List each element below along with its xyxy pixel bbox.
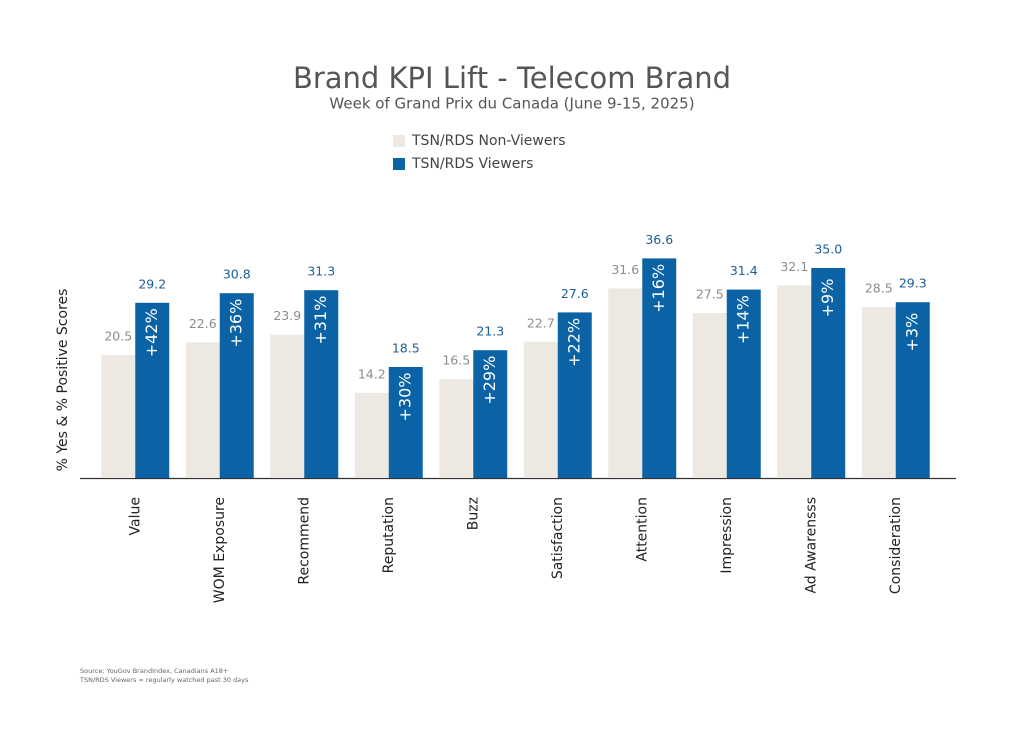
bar bbox=[101, 355, 136, 478]
x-tick-label: Ad Awarensss bbox=[803, 497, 819, 594]
value-label: 22.7 bbox=[527, 315, 555, 330]
value-label: 23.9 bbox=[273, 308, 301, 323]
bar bbox=[811, 268, 846, 478]
x-tick-label: Value bbox=[127, 497, 143, 535]
value-label: 18.5 bbox=[392, 341, 420, 356]
value-label: 14.2 bbox=[358, 366, 386, 381]
value-label: 31.6 bbox=[611, 262, 639, 277]
value-label: 21.3 bbox=[476, 324, 504, 339]
bar bbox=[523, 341, 558, 478]
lift-label: +3% bbox=[902, 313, 921, 352]
value-label: 29.3 bbox=[899, 276, 927, 291]
lift-label: +31% bbox=[311, 296, 330, 345]
bar bbox=[642, 258, 677, 478]
x-tick-label: Consideration bbox=[888, 497, 904, 594]
bar bbox=[304, 290, 339, 478]
x-tick-label: Reputation bbox=[381, 497, 397, 573]
bar bbox=[439, 379, 474, 478]
bar bbox=[354, 392, 389, 478]
bar bbox=[777, 285, 812, 478]
bar bbox=[895, 302, 930, 478]
legend-label: TSN/RDS Non-Viewers bbox=[411, 133, 566, 149]
bar bbox=[861, 307, 896, 478]
x-tick-label: Buzz bbox=[465, 497, 481, 530]
bar bbox=[608, 288, 643, 478]
legend-swatch bbox=[393, 158, 405, 170]
value-label: 31.4 bbox=[730, 263, 758, 278]
lift-label: +30% bbox=[395, 373, 414, 422]
lift-label: +14% bbox=[733, 295, 752, 344]
lift-label: +36% bbox=[226, 299, 245, 348]
bar bbox=[270, 334, 305, 478]
footnote: Source: YouGov BrandIndex, Canadians A18… bbox=[80, 667, 228, 675]
value-label: 30.8 bbox=[223, 267, 251, 282]
bar bbox=[388, 367, 423, 478]
bar bbox=[557, 312, 592, 478]
x-tick-label: Impression bbox=[719, 497, 735, 574]
lift-label: +16% bbox=[649, 264, 668, 313]
value-label: 31.3 bbox=[307, 264, 335, 279]
bar bbox=[473, 350, 508, 478]
x-tick-label: WOM Exposure bbox=[212, 497, 228, 603]
value-label: 27.5 bbox=[696, 287, 724, 302]
legend-swatch bbox=[393, 135, 405, 147]
bar bbox=[135, 302, 170, 478]
lift-label: +42% bbox=[142, 308, 161, 357]
legend-label: TSN/RDS Viewers bbox=[411, 156, 533, 172]
value-label: 35.0 bbox=[814, 242, 842, 257]
x-tick-label: Recommend bbox=[296, 497, 312, 585]
chart-subtitle: Week of Grand Prix du Canada (June 9-15,… bbox=[329, 95, 694, 113]
value-label: 28.5 bbox=[865, 281, 893, 296]
footnote: TSN/RDS Viewers = regularly watched past… bbox=[79, 676, 249, 684]
y-axis-label: % Yes & % Positive Scores bbox=[55, 289, 71, 472]
value-label: 22.6 bbox=[189, 316, 217, 331]
value-label: 29.2 bbox=[138, 276, 166, 291]
value-label: 16.5 bbox=[442, 353, 470, 368]
x-tick-label: Satisfaction bbox=[550, 497, 566, 579]
chart-title: Brand KPI Lift - Telecom Brand bbox=[293, 61, 731, 95]
lift-label: +22% bbox=[564, 318, 583, 367]
value-label: 32.1 bbox=[780, 259, 808, 274]
value-label: 36.6 bbox=[645, 232, 673, 247]
x-tick-label: Attention bbox=[634, 497, 650, 562]
bar bbox=[185, 342, 220, 478]
value-label: 20.5 bbox=[104, 329, 132, 344]
bar bbox=[692, 313, 727, 478]
bar bbox=[219, 293, 254, 478]
value-label: 27.6 bbox=[561, 286, 589, 301]
bar bbox=[726, 289, 761, 478]
lift-label: +9% bbox=[818, 279, 837, 318]
lift-label: +29% bbox=[480, 356, 499, 405]
